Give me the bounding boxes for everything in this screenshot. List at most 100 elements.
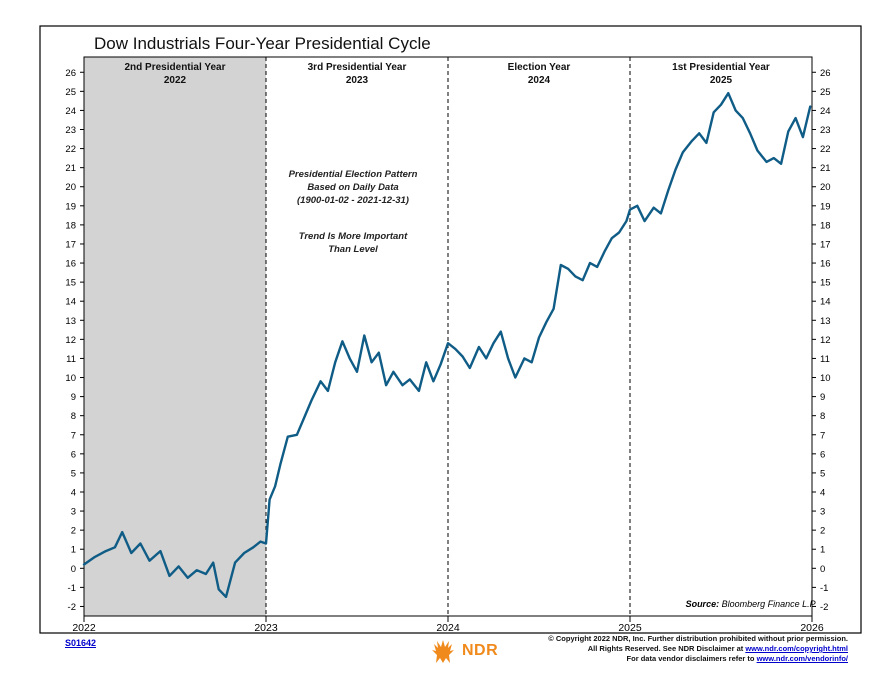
- y-tick-label-left: 24: [65, 106, 76, 117]
- y-tick-label-right: 15: [820, 278, 831, 289]
- y-tick-label-left: -1: [68, 583, 76, 594]
- y-tick-label-right: 19: [820, 201, 831, 212]
- y-tick-label-right: 25: [820, 87, 831, 98]
- annotation-line: Trend Is More Important: [298, 231, 408, 242]
- chart-id-link[interactable]: S01642: [65, 638, 97, 648]
- y-tick-label-left: 13: [65, 316, 76, 327]
- y-tick-label-right: 17: [820, 239, 831, 250]
- y-tick-label-right: -1: [820, 583, 828, 594]
- y-tick-label-left: 9: [71, 392, 76, 403]
- y-tick-label-left: 16: [65, 259, 76, 270]
- y-tick-label-right: 21: [820, 163, 831, 174]
- copyright-notice: © Copyright 2022 NDR, Inc. Further distr…: [548, 634, 848, 664]
- y-tick-label-left: 8: [71, 411, 76, 422]
- panel-label-2nd-presidential-year: 2nd Presidential Year 2022: [84, 61, 266, 87]
- outer-frame: [39, 25, 862, 634]
- x-tick-label: 2022: [72, 622, 96, 634]
- copyright-line: All Rights Reserved. See NDR Disclaimer …: [548, 644, 848, 654]
- source-text: Bloomberg Finance L.P.: [721, 599, 817, 609]
- annotation-line: Based on Daily Data: [307, 182, 399, 193]
- y-tick-label-left: 19: [65, 201, 76, 212]
- ndr-logo: NDR: [428, 638, 498, 664]
- panel-label-text: Election Year: [507, 62, 571, 73]
- panel-label-3rd-presidential-year: 3rd Presidential Year 2023: [266, 61, 448, 87]
- y-tick-label-left: 5: [71, 468, 76, 479]
- y-tick-label-left: 22: [65, 144, 76, 155]
- y-tick-label-right: 14: [820, 297, 831, 308]
- y-tick-label-left: 4: [71, 487, 76, 498]
- y-tick-label-right: 18: [820, 220, 831, 231]
- y-tick-label-left: 7: [71, 430, 76, 441]
- annotation-line: (1900-01-02 - 2021-12-31): [297, 195, 409, 206]
- y-tick-label-left: 17: [65, 239, 76, 250]
- y-tick-label-left: 26: [65, 68, 76, 79]
- y-tick-label-right: 22: [820, 144, 831, 155]
- y-tick-label-right: 1: [820, 545, 825, 556]
- bull-icon: [432, 640, 454, 663]
- annotation-election-pattern: Presidential Election Pattern Based on D…: [270, 168, 436, 207]
- panel-label-year: 2024: [527, 75, 551, 86]
- series-line: [82, 91, 812, 599]
- y-tick-label-left: -2: [68, 602, 76, 613]
- y-tick-label-left: 25: [65, 87, 76, 98]
- x-tick-label: 2024: [436, 622, 460, 634]
- y-tick-label-right: 7: [820, 430, 825, 441]
- y-tick-label-right: 16: [820, 259, 831, 270]
- y-tick-label-right: 12: [820, 335, 831, 346]
- y-tick-label-left: 6: [71, 449, 76, 460]
- y-tick-label-left: 11: [66, 354, 76, 365]
- panel-label-election-year: Election Year 2024: [448, 61, 630, 87]
- copyright-line: © Copyright 2022 NDR, Inc. Further distr…: [548, 634, 848, 643]
- y-tick-label-right: 0: [820, 564, 825, 575]
- y-tick-label-right: 23: [820, 125, 831, 136]
- source-label: Source:: [685, 599, 720, 609]
- y-tick-label-right: 6: [820, 449, 825, 460]
- y-tick-label-right: -2: [820, 602, 828, 613]
- y-tick-label-right: 13: [820, 316, 831, 327]
- shaded-panel: [84, 57, 266, 616]
- y-tick-label-right: 26: [820, 68, 831, 79]
- vendor-link[interactable]: www.ndr.com/vendorinfo/: [756, 654, 848, 663]
- y-tick-label-right: 9: [820, 392, 825, 403]
- x-tick-label: 2025: [618, 622, 642, 634]
- y-tick-label-right: 10: [820, 373, 831, 384]
- y-tick-label-left: 23: [65, 125, 76, 136]
- y-tick-label-right: 5: [820, 468, 825, 479]
- y-tick-label-right: 8: [820, 411, 825, 422]
- y-tick-label-left: 15: [65, 278, 76, 289]
- y-tick-label-left: 0: [71, 564, 76, 575]
- annotation-line: Than Level: [328, 244, 378, 255]
- panel-label-year: 2022: [163, 75, 187, 86]
- y-tick-label-right: 3: [820, 507, 825, 518]
- y-tick-label-right: 20: [820, 182, 831, 193]
- panel-label-year: 2025: [709, 75, 733, 86]
- x-tick-label: 2026: [800, 622, 824, 634]
- copyright-line: For data vendor disclaimers refer to www…: [548, 654, 848, 664]
- y-tick-label-left: 14: [65, 297, 76, 308]
- panel-label-text: 3rd Presidential Year: [307, 62, 407, 73]
- annotation-trend: Trend Is More Important Than Level: [270, 230, 436, 256]
- y-tick-label-right: 24: [820, 106, 831, 117]
- copyright-link[interactable]: www.ndr.com/copyright.html: [745, 644, 848, 653]
- y-tick-label-right: 11: [820, 354, 830, 365]
- y-tick-label-left: 3: [71, 507, 76, 518]
- panel-label-1st-presidential-year: 1st Presidential Year 2025: [630, 61, 812, 87]
- panel-label-year: 2023: [345, 75, 369, 86]
- chart-title: Dow Industrials Four-Year Presidential C…: [94, 34, 431, 53]
- y-tick-label-left: 2: [71, 526, 76, 537]
- y-tick-label-right: 2: [820, 526, 825, 537]
- y-tick-label-left: 12: [65, 335, 76, 346]
- x-tick-label: 2023: [254, 622, 278, 634]
- source-note: Source: Bloomberg Finance L.P.: [686, 599, 817, 609]
- y-tick-label-left: 1: [71, 545, 76, 556]
- copyright-text: All Rights Reserved. See NDR Disclaimer …: [587, 644, 744, 653]
- panel-label-text: 2nd Presidential Year: [124, 62, 226, 73]
- y-tick-label-left: 18: [65, 220, 76, 231]
- annotation-line: Presidential Election Pattern: [288, 169, 418, 180]
- y-tick-label-right: 4: [820, 487, 825, 498]
- y-tick-label-left: 20: [65, 182, 76, 193]
- y-tick-label-left: 10: [65, 373, 76, 384]
- vendor-text: For data vendor disclaimers refer to: [626, 654, 755, 663]
- panel-label-text: 1st Presidential Year: [672, 62, 770, 73]
